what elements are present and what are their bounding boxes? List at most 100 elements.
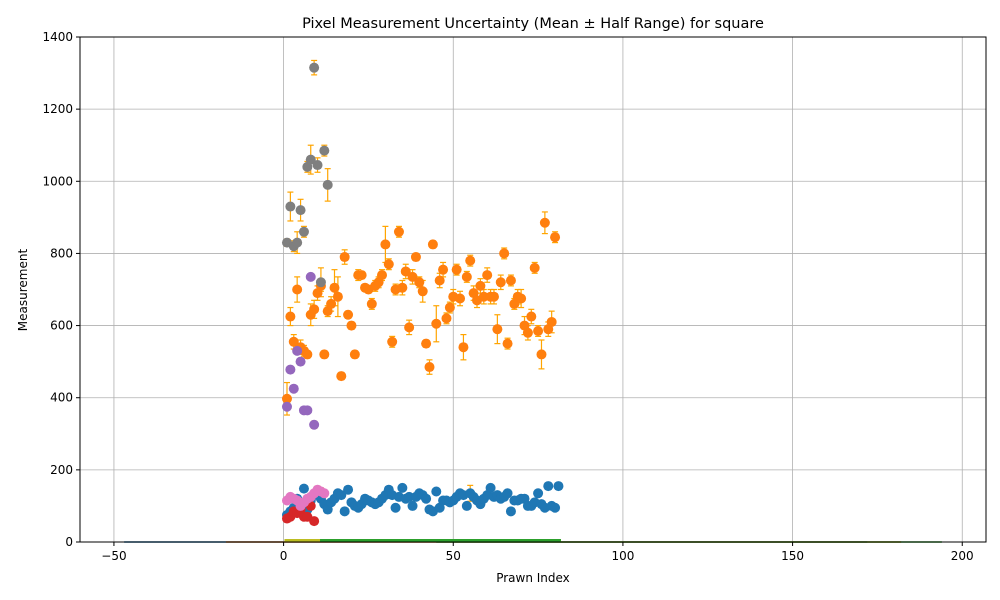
data-point <box>553 481 564 492</box>
data-point <box>328 539 334 542</box>
data-points <box>281 62 564 542</box>
data-point <box>304 539 310 542</box>
data-point <box>457 539 463 542</box>
data-point <box>440 539 446 542</box>
data-point <box>309 304 320 315</box>
data-point <box>281 401 292 412</box>
data-point <box>365 539 371 542</box>
data-point <box>349 349 360 360</box>
y-tick-label: 1000 <box>42 174 73 188</box>
data-point <box>285 201 296 212</box>
data-point <box>441 313 452 324</box>
data-point <box>372 539 378 542</box>
data-point <box>336 490 347 501</box>
data-point <box>315 277 326 288</box>
y-tick-label: 600 <box>50 319 73 333</box>
data-point <box>484 539 490 542</box>
data-point <box>397 482 408 493</box>
y-tick-label: 0 <box>65 535 73 549</box>
data-point <box>538 539 544 542</box>
data-point <box>542 539 548 542</box>
data-point <box>475 280 486 291</box>
data-point <box>461 271 472 282</box>
data-point <box>352 539 358 542</box>
data-point <box>309 419 320 430</box>
data-point <box>335 539 341 542</box>
data-point <box>319 488 330 499</box>
data-point <box>396 539 402 542</box>
data-point <box>309 516 320 527</box>
data-point <box>495 277 506 288</box>
data-point <box>464 539 470 542</box>
data-point <box>407 500 418 511</box>
data-point <box>331 539 337 542</box>
data-point <box>488 291 499 302</box>
data-point <box>326 298 337 309</box>
data-point <box>437 539 443 542</box>
data-point <box>430 539 436 542</box>
data-point <box>339 252 350 263</box>
x-tick-label: −50 <box>101 549 126 563</box>
data-point <box>427 539 433 542</box>
data-point <box>546 316 557 327</box>
data-point <box>298 539 304 542</box>
data-point <box>319 349 330 360</box>
data-point <box>416 539 422 542</box>
data-point <box>471 539 477 542</box>
data-point <box>505 506 516 517</box>
plot-background <box>80 37 986 542</box>
data-point <box>494 539 500 542</box>
data-point <box>427 239 438 250</box>
data-point <box>309 62 320 73</box>
data-point <box>535 539 541 542</box>
data-point <box>529 262 540 273</box>
data-point <box>505 539 511 542</box>
data-point <box>539 217 550 228</box>
plot-frame <box>79 36 987 543</box>
data-point <box>400 266 411 277</box>
data-point <box>308 539 314 542</box>
data-point <box>499 248 510 259</box>
data-point <box>302 349 313 360</box>
data-point <box>406 539 412 542</box>
data-point <box>312 160 323 171</box>
data-point <box>525 539 531 542</box>
data-point <box>522 327 533 338</box>
data-point <box>322 179 333 190</box>
data-point <box>424 362 435 373</box>
data-point <box>508 539 514 542</box>
data-point <box>533 488 544 499</box>
x-tick-label: 150 <box>781 549 804 563</box>
data-point <box>481 539 487 542</box>
data-point <box>536 349 547 360</box>
data-point <box>498 539 504 542</box>
data-point <box>431 486 442 497</box>
data-point <box>284 539 290 542</box>
data-point <box>515 539 521 542</box>
data-point <box>460 539 466 542</box>
data-point <box>444 302 455 313</box>
data-point <box>492 324 503 335</box>
data-point <box>291 539 297 542</box>
data-point <box>543 481 554 492</box>
x-tick-label: 100 <box>611 549 634 563</box>
data-point <box>450 539 456 542</box>
data-point <box>393 226 404 237</box>
data-point <box>433 539 439 542</box>
data-point <box>413 539 419 542</box>
data-point <box>321 539 327 542</box>
data-point <box>404 322 415 333</box>
data-point <box>403 539 409 542</box>
data-point <box>362 539 368 542</box>
data-point <box>292 237 303 248</box>
data-point <box>485 482 496 493</box>
data-point <box>301 539 307 542</box>
x-tick-label: 200 <box>951 549 974 563</box>
data-point <box>380 239 391 250</box>
data-point <box>315 539 321 542</box>
data-point <box>311 539 317 542</box>
data-point <box>501 539 507 542</box>
data-point <box>387 336 398 347</box>
y-axis-label: Measurement <box>16 249 30 332</box>
